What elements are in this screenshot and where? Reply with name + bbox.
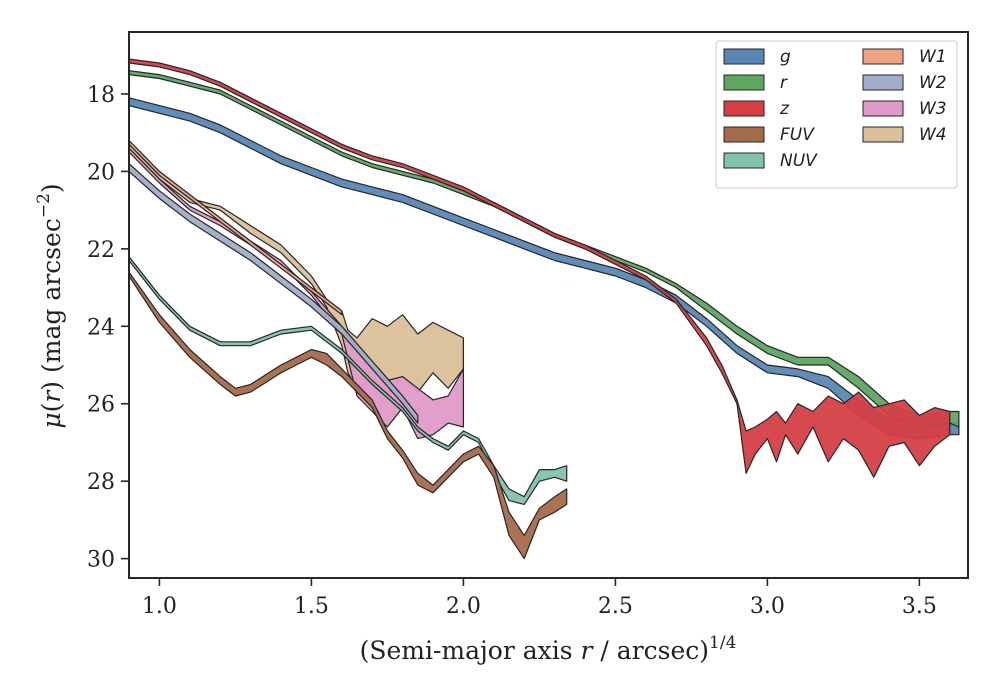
legend-label-nuv: NUV [780, 151, 818, 171]
legend-swatch-r [723, 74, 765, 91]
band-r [129, 70, 960, 428]
band-z [129, 58, 951, 478]
legend-label-r: r [780, 73, 788, 93]
band-fuv [129, 271, 568, 560]
legend-swatch-w1 [862, 48, 904, 65]
x-tick-label: 2.5 [598, 594, 633, 619]
y-tick-label: 18 [87, 83, 115, 108]
band-nuv [129, 256, 568, 505]
band-g [129, 97, 960, 440]
band-w1 [129, 139, 343, 316]
y-tick-label: 28 [87, 470, 115, 495]
axes-layer: 1.0 1.5 2.0 2.5 3.0 3.5 18 20 22 24 26 28 30 [87, 31, 969, 619]
legend-label-fuv: FUV [780, 125, 815, 145]
y-tick-label: 24 [87, 315, 115, 340]
y-tick-label: 26 [87, 393, 115, 418]
legend-label-w1: W1 [919, 47, 947, 67]
legend-swatch-fuv [723, 126, 765, 143]
x-tick-label: 3.0 [750, 594, 785, 619]
y-tick-label: 22 [87, 238, 115, 263]
legend-swatch-z [723, 100, 765, 117]
legend-label-z: z [779, 99, 790, 119]
legend-label-w2: W2 [919, 73, 947, 93]
band-w2 [129, 163, 419, 424]
legend: grz FUV NUV W1 W2 W3 W4 [715, 40, 958, 189]
legend-swatch-w2 [862, 74, 904, 91]
x-axis-label: (Semi-major axis r / arcsec)1/4 [360, 633, 737, 665]
legend-swatch-w3 [862, 100, 904, 117]
legend-label-w4: W4 [919, 125, 947, 145]
x-tick-label: 1.5 [294, 594, 329, 619]
legend-swatch-nuv [723, 152, 765, 169]
legend-label-w3: W3 [919, 99, 947, 119]
legend-swatch-w4 [862, 126, 904, 143]
legend-swatch-g [723, 48, 765, 65]
y-tick-label: 30 [87, 548, 115, 573]
y-tick-label: 20 [87, 160, 115, 185]
x-tick-label: 3.5 [902, 594, 937, 619]
y-axis-label: μ(r) (mag arcsec−2) [34, 183, 66, 428]
legend-label-g: g [780, 47, 791, 67]
x-tick-label: 1.0 [142, 594, 177, 619]
plot-frame [128, 31, 969, 579]
x-tick-label: 2.0 [446, 594, 481, 619]
series-layer [129, 58, 960, 560]
